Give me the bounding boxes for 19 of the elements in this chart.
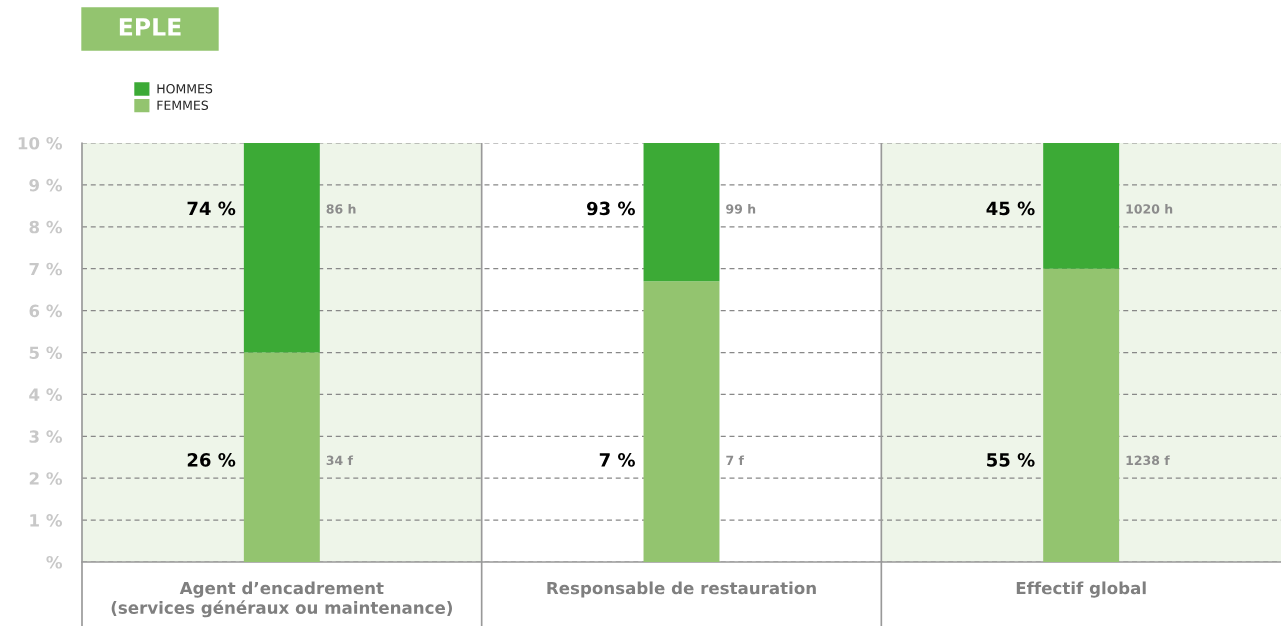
legend-label: HOMMES — [157, 83, 213, 94]
x-tick-label: Effectif global — [1016, 581, 1146, 598]
annotation: 26 % — [187, 453, 236, 467]
annotation: 34 f — [326, 455, 354, 466]
annotation: 45 % — [986, 201, 1035, 216]
x-tick-label: Agent d’encadrement (services généraux ou maintenance) — [111, 581, 452, 618]
annotation: 7 f — [726, 455, 745, 465]
chart-title: EPLE — [119, 18, 181, 36]
annotation: 99 h — [726, 203, 756, 214]
annotation: 1020 h — [1126, 203, 1173, 214]
annotation: 74 % — [187, 201, 236, 216]
legend-label: FEMMES — [157, 100, 209, 111]
y-tick-label: % — [46, 555, 63, 569]
annotation: 93 % — [586, 201, 635, 216]
annotation: 7 % — [599, 453, 635, 467]
annotation: 55 % — [987, 453, 1035, 467]
x-tick-label: Responsable de restauration — [547, 581, 816, 598]
annotation: 1238 f — [1126, 455, 1170, 466]
annotation: 86 h — [326, 203, 356, 214]
